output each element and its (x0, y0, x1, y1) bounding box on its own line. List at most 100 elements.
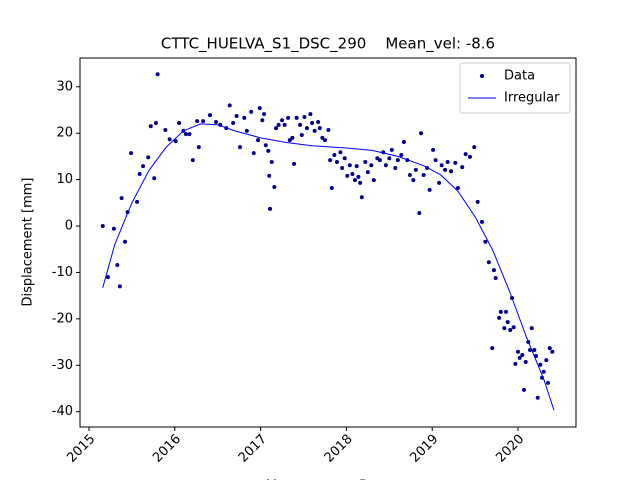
data-point (377, 158, 382, 163)
data-point (467, 154, 472, 159)
legend-label: Data (504, 69, 535, 84)
data-point (257, 106, 262, 111)
data-point (516, 349, 521, 354)
data-point (508, 327, 513, 332)
data-point (100, 224, 105, 229)
data-point (407, 172, 412, 177)
data-point (167, 137, 172, 142)
data-point (505, 320, 510, 325)
data-point (421, 172, 426, 177)
data-point (137, 172, 142, 177)
data-point (146, 155, 151, 160)
data-point (359, 195, 364, 200)
data-point (148, 124, 153, 129)
data-point (163, 127, 168, 132)
data-point (177, 120, 182, 125)
data-point (445, 159, 450, 164)
data-point (369, 163, 374, 168)
data-point (511, 325, 516, 330)
data-point (256, 138, 261, 143)
data-point (129, 151, 134, 156)
data-point (312, 128, 317, 133)
data-point (231, 120, 236, 125)
y-tick-label: 0 (65, 219, 73, 234)
data-point (419, 131, 424, 136)
data-point (213, 120, 218, 125)
data-point (201, 119, 206, 124)
data-point (105, 275, 110, 280)
data-point (269, 159, 274, 164)
data-point (153, 120, 158, 125)
data-point (286, 115, 291, 120)
data-point (111, 226, 116, 231)
data-point (356, 174, 361, 179)
data-point (517, 355, 522, 360)
data-point (242, 115, 247, 120)
data-point (317, 126, 322, 131)
data-point (547, 346, 552, 351)
data-point (486, 260, 491, 265)
data-point (503, 309, 508, 314)
data-point (294, 115, 299, 120)
data-point (387, 156, 392, 161)
y-tick-label: 30 (56, 79, 73, 94)
data-point (393, 166, 398, 171)
data-point (340, 166, 345, 171)
y-axis-label: Displacement [mm] (21, 178, 36, 307)
data-point (190, 158, 195, 163)
data-point (546, 380, 551, 385)
data-point (541, 369, 546, 374)
data-point (308, 112, 313, 117)
data-point (260, 118, 265, 123)
data-point (328, 158, 333, 163)
y-tick-label: 20 (56, 126, 73, 141)
data-point (304, 126, 309, 131)
data-point (483, 239, 488, 244)
data-point (365, 170, 370, 175)
data-point (322, 138, 327, 143)
y-tick-label: 10 (56, 172, 73, 187)
data-point (152, 176, 157, 181)
data-point (263, 143, 268, 148)
data-point (238, 145, 243, 150)
data-point (491, 268, 496, 273)
data-point (183, 132, 188, 137)
data-point (338, 150, 343, 155)
data-point (439, 163, 444, 168)
data-point (417, 211, 422, 216)
plot-frame (79, 57, 577, 428)
data-point (463, 152, 468, 157)
data-point (299, 133, 304, 138)
data-point (290, 135, 295, 140)
data-point (316, 120, 321, 125)
data-point (292, 161, 297, 166)
data-point (141, 164, 146, 169)
data-point (329, 185, 334, 190)
data-point (345, 173, 350, 178)
data-point (268, 206, 273, 211)
data-point (443, 167, 448, 172)
data-point (334, 159, 339, 164)
data-point (280, 118, 285, 123)
data-point (187, 132, 192, 137)
data-point (342, 156, 347, 161)
data-point (282, 122, 287, 127)
data-point (389, 147, 394, 152)
data-point (298, 122, 303, 127)
data-point (383, 163, 388, 168)
data-point (196, 145, 201, 150)
data-point (523, 360, 528, 365)
data-point (234, 114, 239, 119)
data-point (411, 178, 416, 183)
data-point (472, 145, 477, 150)
data-point (332, 153, 337, 158)
data-point (227, 103, 232, 108)
data-point (251, 151, 256, 156)
data-point (354, 164, 359, 169)
data-point (529, 326, 534, 331)
data-point (544, 358, 549, 363)
data-point (427, 187, 432, 192)
data-point (475, 199, 480, 204)
data-point (453, 160, 458, 165)
data-point (479, 219, 484, 224)
